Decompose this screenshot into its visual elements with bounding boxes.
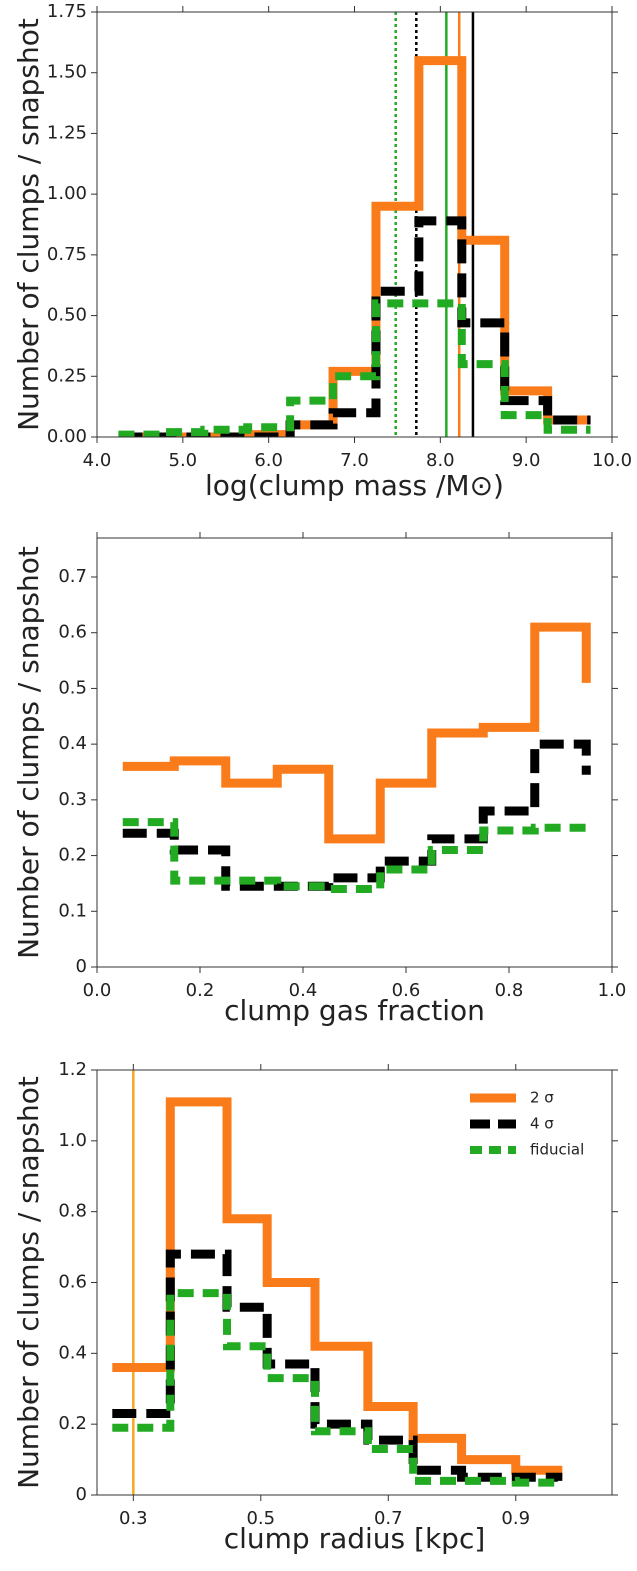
y-tick-label: 1.75 [47,1,87,22]
y-tick-label: 0 [76,956,87,977]
x-tick-label: 1.0 [598,980,627,1001]
x-tick-label: 0.0 [83,980,112,1001]
panel: 0.3 0.5 0.7 0.9 0 0.2 0.4 0.6 0.8 1.0 1.2 clump rad… [12,1059,618,1555]
x-axis-label: clump radius [kpc] [224,1522,486,1555]
x-tick-label: 0.4 [289,980,318,1001]
y-tick-label: 1.00 [47,183,87,204]
y-tick-label: 0.4 [58,733,87,754]
y-tick-label: 0.50 [47,305,87,326]
axes-frame [96,1069,613,1496]
x-axis-label: log(clump mass /M⊙) [205,469,504,502]
y-tick-label: 0 [76,1484,87,1505]
series-line [122,622,591,844]
series-line [118,56,591,437]
y-tick-label: 0.00 [47,426,87,447]
y-tick-label: 0.7 [58,566,87,587]
legend-label: fiducial [530,1141,584,1159]
y-axis-label: Number of clumps / snapshot [12,546,45,959]
y-tick-label: 0.3 [58,789,87,810]
x-tick-label: 5.0 [169,450,198,471]
legend-label: 2 σ [530,1089,554,1107]
y-tick-label: 1.50 [47,62,87,83]
panel: 4.0 5.0 6.0 7.0 8.0 9.0 10.0 0.00 0.25 0.50 0.75 1.… [12,1,632,502]
y-tick-label: 0.1 [58,900,87,921]
x-tick-label: 4.0 [83,450,112,471]
x-tick-label: 0.9 [501,1508,530,1529]
y-tick-label: 0.2 [58,845,87,866]
x-tick-label: 6.0 [254,450,283,471]
panel: 0.0 0.2 0.4 0.6 0.8 1.0 0 0.1 0.2 0.3 0.4 0.5 0.6 0.7… [12,532,626,1027]
y-tick-label: 1.0 [58,1130,87,1151]
axes-frame [96,11,613,438]
x-tick-label: 0.3 [119,1508,148,1529]
y-tick-label: 0.25 [47,365,87,386]
x-tick-label: 0.6 [392,980,421,1001]
y-tick-label: 0.6 [58,622,87,643]
y-tick-label: 0.2 [58,1413,87,1434]
series-line [122,739,591,891]
y-tick-label: 0.75 [47,244,87,265]
y-axis-label: Number of clumps / snapshot [12,1076,45,1489]
x-tick-label: 8.0 [426,450,455,471]
y-axis-label: Number of clumps / snapshot [12,18,45,431]
legend-label: 4 σ [530,1115,554,1133]
x-tick-label: 0.8 [495,980,524,1001]
y-tick-label: 0.8 [58,1201,87,1222]
x-tick-label: 0.5 [246,1508,275,1529]
axes-frame [96,537,613,968]
series-line [112,1097,563,1478]
x-axis-label: clump gas fraction [224,994,485,1027]
series-line [122,818,591,893]
x-tick-label: 7.0 [340,450,369,471]
y-tick-label: 0.5 [58,677,87,698]
series-line [112,1249,563,1482]
x-tick-label: 0.2 [186,980,215,1001]
y-tick-label: 1.2 [58,1059,87,1080]
series-line [118,216,591,437]
series-line [118,299,591,437]
y-tick-label: 0.6 [58,1272,87,1293]
x-tick-label: 9.0 [512,450,541,471]
x-tick-label: 0.7 [374,1508,403,1529]
series-line [112,1289,562,1487]
y-tick-label: 1.25 [47,122,87,143]
x-tick-label: 10.0 [592,450,632,471]
y-tick-label: 0.4 [58,1342,87,1363]
